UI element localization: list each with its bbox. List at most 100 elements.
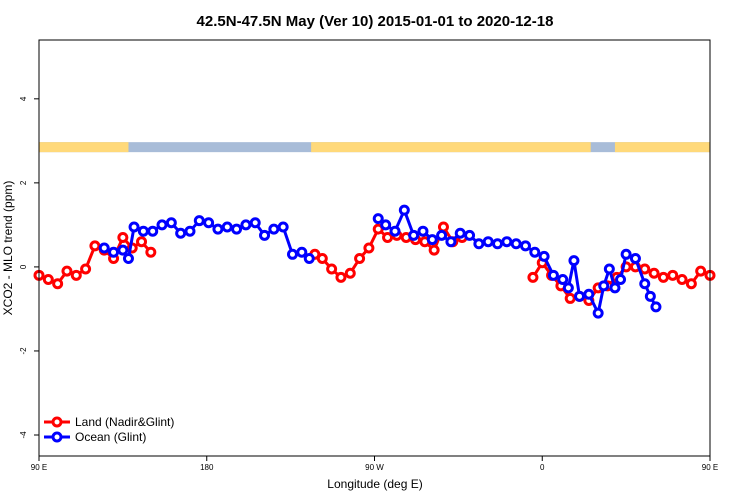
data-point — [398, 204, 410, 216]
data-point — [286, 248, 298, 260]
data-point — [592, 307, 604, 319]
data-point — [650, 301, 662, 313]
data-point — [609, 282, 621, 294]
data-point — [436, 229, 448, 241]
data-point — [685, 278, 697, 290]
data-point — [667, 269, 679, 281]
data-point — [277, 221, 289, 233]
series-line — [377, 208, 564, 281]
data-point — [574, 290, 586, 302]
data-point — [492, 238, 504, 250]
data-point — [165, 217, 177, 229]
data-point — [117, 231, 129, 243]
data-point — [629, 253, 641, 265]
plot-frame — [38, 39, 711, 457]
data-point — [464, 229, 476, 241]
x-tick-label: 0 — [540, 463, 545, 472]
data-point — [380, 219, 392, 231]
data-point — [695, 265, 707, 277]
data-point — [61, 265, 73, 277]
series-layer — [33, 204, 716, 319]
data-point — [193, 215, 205, 227]
data-point — [568, 255, 580, 267]
data-point — [482, 236, 494, 248]
legend-land-label: Land (Nadir&Glint) — [75, 415, 174, 429]
y-tick-label: 4 — [19, 96, 28, 101]
series-ocean — [98, 204, 662, 319]
legend-land-marker — [51, 416, 63, 428]
data-point — [117, 244, 129, 256]
data-point — [557, 274, 569, 286]
data-point — [648, 267, 660, 279]
data-point — [620, 248, 632, 260]
data-point — [89, 240, 101, 252]
data-point — [249, 217, 261, 229]
data-point — [473, 238, 485, 250]
data-point — [437, 221, 449, 233]
x-tick-label: 90 E — [31, 463, 47, 472]
data-point — [175, 227, 187, 239]
data-point — [615, 274, 627, 286]
legend: Land (Nadir&Glint) Ocean (Glint) — [44, 415, 174, 444]
data-point — [42, 274, 54, 286]
data-point — [80, 263, 92, 275]
data-point — [259, 229, 271, 241]
data-point — [203, 217, 215, 229]
data-point — [363, 242, 375, 254]
chart-title: 42.5N-47.5N May (Ver 10) 2015-01-01 to 2… — [197, 13, 554, 30]
data-point — [296, 246, 308, 258]
y-tick-label: -2 — [19, 347, 28, 355]
data-point — [676, 274, 688, 286]
x-tick-label: 180 — [200, 463, 214, 472]
data-point — [445, 236, 457, 248]
data-point — [510, 238, 522, 250]
x-tick-label: 90 E — [702, 463, 718, 472]
data-point — [426, 234, 438, 246]
data-point — [137, 225, 149, 237]
legend-ocean-marker — [51, 431, 63, 443]
data-point — [335, 271, 347, 283]
data-point — [519, 240, 531, 252]
y-tick-label: -4 — [19, 431, 28, 439]
data-point — [639, 278, 651, 290]
data-point — [122, 253, 134, 265]
data-point — [316, 253, 328, 265]
data-point — [547, 269, 559, 281]
data-point — [184, 225, 196, 237]
mask-land-segment — [614, 142, 710, 153]
data-point — [240, 219, 252, 231]
y-tick-label: 2 — [19, 180, 28, 185]
data-point — [156, 219, 168, 231]
data-point — [70, 269, 82, 281]
data-point — [408, 229, 420, 241]
data-point — [603, 263, 615, 275]
data-point — [639, 263, 651, 275]
data-point — [598, 280, 610, 292]
data-point — [583, 288, 595, 300]
data-point — [389, 225, 401, 237]
data-point — [221, 221, 233, 233]
data-point — [52, 278, 64, 290]
data-point — [501, 236, 513, 248]
data-point — [303, 253, 315, 265]
mask-land-segment — [311, 142, 591, 153]
y-axis-label: XCO2 - MLO trend (ppm) — [1, 181, 15, 316]
data-point — [538, 250, 550, 262]
data-point — [417, 225, 429, 237]
data-point — [136, 236, 148, 248]
data-point — [428, 244, 440, 256]
data-point — [344, 267, 356, 279]
axes: 90 E 180 90 W 0 90 E -4 -2 0 2 4 — [19, 96, 718, 472]
data-point — [657, 271, 669, 283]
data-point — [326, 263, 338, 275]
data-point — [268, 223, 280, 235]
data-point — [527, 271, 539, 283]
data-point — [644, 290, 656, 302]
data-point — [231, 223, 243, 235]
data-point — [128, 221, 140, 233]
mask-land-segment — [39, 142, 129, 153]
data-point — [212, 223, 224, 235]
data-point — [108, 246, 120, 258]
x-tick-label: 90 W — [365, 463, 384, 472]
